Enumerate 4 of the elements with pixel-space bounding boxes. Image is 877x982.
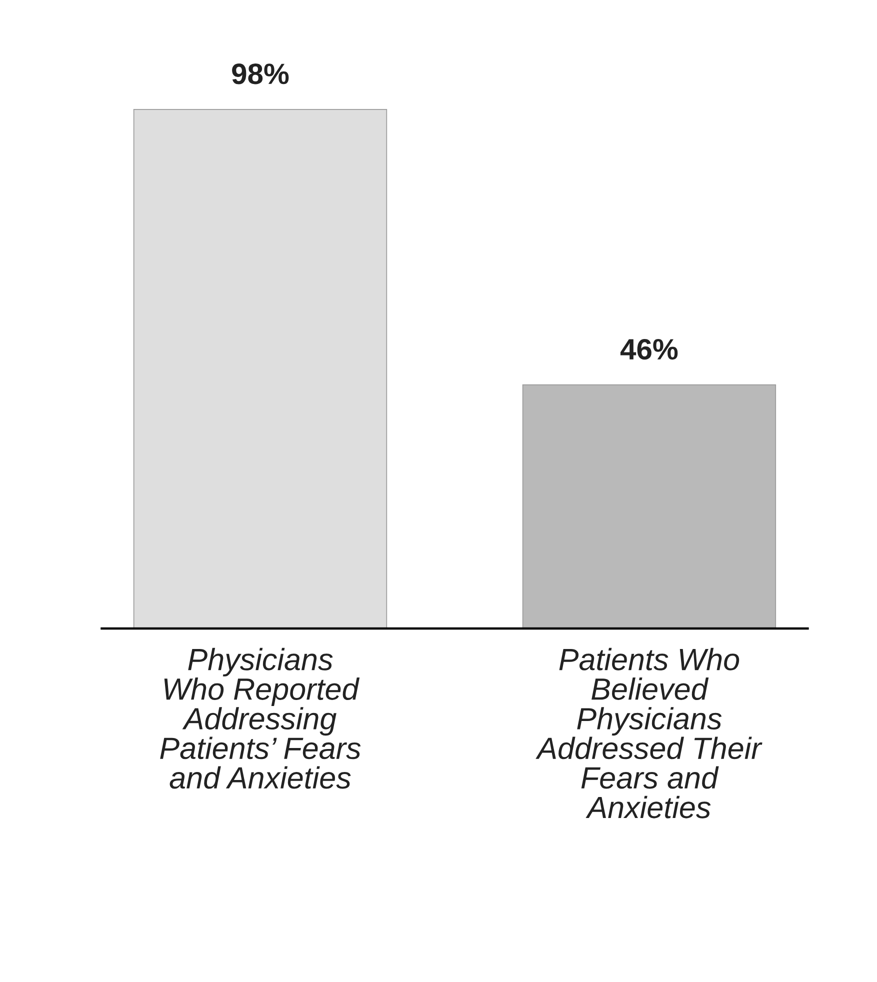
x-tick-label: Physicians Who Reported Addressing Patients’ Fears and Anxieties xyxy=(160,648,361,789)
x-tick-label: Patients Who Believed Physicians Addressed Their Fears and Anxieties xyxy=(536,648,762,818)
data-label: 98% xyxy=(232,64,289,84)
data-label: 46% xyxy=(620,338,678,360)
